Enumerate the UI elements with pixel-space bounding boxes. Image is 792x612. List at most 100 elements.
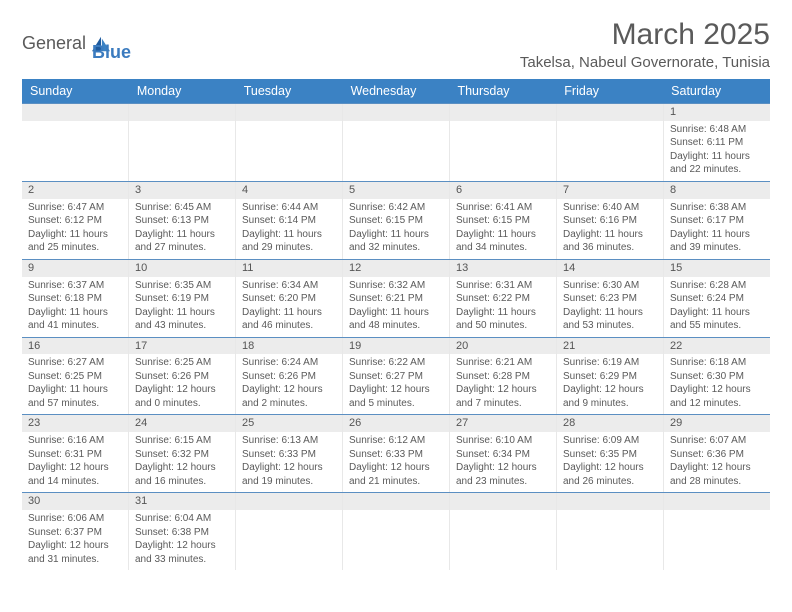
calendar-cell: 22Sunrise: 6:18 AMSunset: 6:30 PMDayligh…	[664, 338, 770, 415]
calendar-cell: 29Sunrise: 6:07 AMSunset: 6:36 PMDayligh…	[664, 415, 770, 492]
sunrise-text: Sunrise: 6:41 AM	[456, 201, 550, 215]
sunrise-text: Sunrise: 6:16 AM	[28, 434, 122, 448]
calendar-cell: 16Sunrise: 6:27 AMSunset: 6:25 PMDayligh…	[22, 338, 129, 415]
daylight-text: Daylight: 12 hours and 7 minutes.	[456, 383, 550, 410]
day-number: 23	[22, 415, 128, 432]
calendar-cell-empty	[22, 104, 129, 181]
calendar-cell: 30Sunrise: 6:06 AMSunset: 6:37 PMDayligh…	[22, 493, 129, 570]
day-number: 2	[22, 182, 128, 199]
day-number	[664, 493, 770, 510]
daylight-text: Daylight: 11 hours and 27 minutes.	[135, 228, 229, 255]
daylight-text: Daylight: 11 hours and 50 minutes.	[456, 306, 550, 333]
sunset-text: Sunset: 6:24 PM	[670, 292, 764, 306]
weekday-header: Tuesday	[236, 79, 343, 103]
daylight-text: Daylight: 11 hours and 36 minutes.	[563, 228, 657, 255]
calendar-cell: 26Sunrise: 6:12 AMSunset: 6:33 PMDayligh…	[343, 415, 450, 492]
day-number: 13	[450, 260, 556, 277]
daylight-text: Daylight: 11 hours and 29 minutes.	[242, 228, 336, 255]
sunrise-text: Sunrise: 6:07 AM	[670, 434, 764, 448]
sunset-text: Sunset: 6:38 PM	[135, 526, 229, 540]
calendar-cell: 28Sunrise: 6:09 AMSunset: 6:35 PMDayligh…	[557, 415, 664, 492]
sunrise-text: Sunrise: 6:47 AM	[28, 201, 122, 215]
day-number: 7	[557, 182, 663, 199]
sunrise-text: Sunrise: 6:15 AM	[135, 434, 229, 448]
weekday-header: Sunday	[22, 79, 129, 103]
calendar-cell: 3Sunrise: 6:45 AMSunset: 6:13 PMDaylight…	[129, 182, 236, 259]
sunset-text: Sunset: 6:31 PM	[28, 448, 122, 462]
sunset-text: Sunset: 6:27 PM	[349, 370, 443, 384]
day-number: 5	[343, 182, 449, 199]
daylight-text: Daylight: 11 hours and 57 minutes.	[28, 383, 122, 410]
sunset-text: Sunset: 6:36 PM	[670, 448, 764, 462]
sunset-text: Sunset: 6:16 PM	[563, 214, 657, 228]
daylight-text: Daylight: 11 hours and 48 minutes.	[349, 306, 443, 333]
daylight-text: Daylight: 12 hours and 26 minutes.	[563, 461, 657, 488]
sunset-text: Sunset: 6:26 PM	[135, 370, 229, 384]
calendar-week: 9Sunrise: 6:37 AMSunset: 6:18 PMDaylight…	[22, 259, 770, 337]
day-number: 20	[450, 338, 556, 355]
day-number: 11	[236, 260, 342, 277]
calendar-cell: 17Sunrise: 6:25 AMSunset: 6:26 PMDayligh…	[129, 338, 236, 415]
day-number: 6	[450, 182, 556, 199]
weekday-header: Monday	[129, 79, 236, 103]
sunset-text: Sunset: 6:18 PM	[28, 292, 122, 306]
calendar-cell-empty	[557, 493, 664, 570]
daylight-text: Daylight: 11 hours and 53 minutes.	[563, 306, 657, 333]
day-number	[450, 493, 556, 510]
day-number	[22, 104, 128, 121]
daylight-text: Daylight: 12 hours and 31 minutes.	[28, 539, 122, 566]
calendar-cell: 15Sunrise: 6:28 AMSunset: 6:24 PMDayligh…	[664, 260, 770, 337]
daylight-text: Daylight: 12 hours and 9 minutes.	[563, 383, 657, 410]
calendar-cell: 6Sunrise: 6:41 AMSunset: 6:15 PMDaylight…	[450, 182, 557, 259]
calendar-cell-empty	[343, 104, 450, 181]
daylight-text: Daylight: 11 hours and 43 minutes.	[135, 306, 229, 333]
sunrise-text: Sunrise: 6:31 AM	[456, 279, 550, 293]
calendar-cell-empty	[450, 104, 557, 181]
daylight-text: Daylight: 12 hours and 14 minutes.	[28, 461, 122, 488]
daylight-text: Daylight: 12 hours and 23 minutes.	[456, 461, 550, 488]
sunrise-text: Sunrise: 6:45 AM	[135, 201, 229, 215]
sunset-text: Sunset: 6:14 PM	[242, 214, 336, 228]
sunrise-text: Sunrise: 6:13 AM	[242, 434, 336, 448]
calendar-week: 16Sunrise: 6:27 AMSunset: 6:25 PMDayligh…	[22, 337, 770, 415]
daylight-text: Daylight: 12 hours and 28 minutes.	[670, 461, 764, 488]
day-number: 22	[664, 338, 770, 355]
daylight-text: Daylight: 12 hours and 5 minutes.	[349, 383, 443, 410]
calendar-cell: 10Sunrise: 6:35 AMSunset: 6:19 PMDayligh…	[129, 260, 236, 337]
daylight-text: Daylight: 11 hours and 41 minutes.	[28, 306, 122, 333]
day-number: 1	[664, 104, 770, 121]
calendar-cell: 14Sunrise: 6:30 AMSunset: 6:23 PMDayligh…	[557, 260, 664, 337]
day-number: 16	[22, 338, 128, 355]
calendar-cell: 4Sunrise: 6:44 AMSunset: 6:14 PMDaylight…	[236, 182, 343, 259]
sunset-text: Sunset: 6:30 PM	[670, 370, 764, 384]
sunrise-text: Sunrise: 6:04 AM	[135, 512, 229, 526]
calendar-cell: 11Sunrise: 6:34 AMSunset: 6:20 PMDayligh…	[236, 260, 343, 337]
calendar-cell: 23 Sunrise: 6:16 AMSunset: 6:31 PMDayligh…	[22, 415, 129, 492]
sunrise-text: Sunrise: 6:37 AM	[28, 279, 122, 293]
sunset-text: Sunset: 6:19 PM	[135, 292, 229, 306]
day-number	[450, 104, 556, 121]
calendar-cell: 13Sunrise: 6:31 AMSunset: 6:22 PMDayligh…	[450, 260, 557, 337]
day-number: 4	[236, 182, 342, 199]
day-number: 15	[664, 260, 770, 277]
calendar-week: 2Sunrise: 6:47 AMSunset: 6:12 PMDaylight…	[22, 181, 770, 259]
sunset-text: Sunset: 6:11 PM	[670, 136, 764, 150]
sunset-text: Sunset: 6:33 PM	[349, 448, 443, 462]
daylight-text: Daylight: 12 hours and 16 minutes.	[135, 461, 229, 488]
weekday-header: Wednesday	[343, 79, 450, 103]
day-number: 19	[343, 338, 449, 355]
day-number	[236, 104, 342, 121]
brand-logo: General Blue	[22, 24, 131, 63]
day-number: 14	[557, 260, 663, 277]
calendar-cell: 7Sunrise: 6:40 AMSunset: 6:16 PMDaylight…	[557, 182, 664, 259]
calendar-cell: 18Sunrise: 6:24 AMSunset: 6:26 PMDayligh…	[236, 338, 343, 415]
day-number: 31	[129, 493, 235, 510]
calendar-cell: 1Sunrise: 6:48 AMSunset: 6:11 PMDaylight…	[664, 104, 770, 181]
day-number: 27	[450, 415, 556, 432]
sunset-text: Sunset: 6:35 PM	[563, 448, 657, 462]
daylight-text: Daylight: 11 hours and 22 minutes.	[670, 150, 764, 177]
day-number: 17	[129, 338, 235, 355]
calendar-week: 30Sunrise: 6:06 AMSunset: 6:37 PMDayligh…	[22, 492, 770, 570]
daylight-text: Daylight: 11 hours and 46 minutes.	[242, 306, 336, 333]
calendar-cell-empty	[129, 104, 236, 181]
